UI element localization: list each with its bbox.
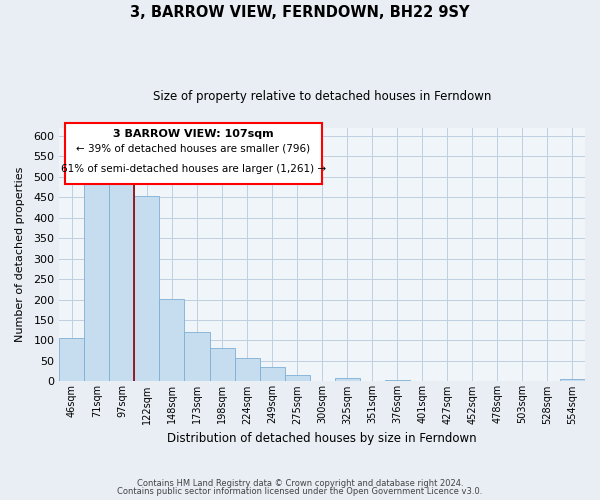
Y-axis label: Number of detached properties: Number of detached properties [15,167,25,342]
Text: 3 BARROW VIEW: 107sqm: 3 BARROW VIEW: 107sqm [113,129,274,139]
Bar [560,380,585,382]
Bar [385,380,410,382]
Text: Contains HM Land Registry data © Crown copyright and database right 2024.: Contains HM Land Registry data © Crown c… [137,478,463,488]
Bar [134,196,160,382]
Bar [59,338,85,382]
Text: ← 39% of detached houses are smaller (796): ← 39% of detached houses are smaller (79… [76,144,310,154]
Title: Size of property relative to detached houses in Ferndown: Size of property relative to detached ho… [153,90,491,103]
Text: 61% of semi-detached houses are larger (1,261) →: 61% of semi-detached houses are larger (… [61,164,326,174]
Bar [85,182,109,382]
Bar [160,299,184,382]
Bar [209,348,235,382]
X-axis label: Distribution of detached houses by size in Ferndown: Distribution of detached houses by size … [167,432,477,445]
Bar [260,367,284,382]
Bar [235,358,260,382]
Bar [284,376,310,382]
Text: Contains public sector information licensed under the Open Government Licence v3: Contains public sector information licen… [118,487,482,496]
Bar [109,182,134,382]
Text: 3, BARROW VIEW, FERNDOWN, BH22 9SY: 3, BARROW VIEW, FERNDOWN, BH22 9SY [130,5,470,20]
Bar [335,378,360,382]
Bar [184,332,209,382]
